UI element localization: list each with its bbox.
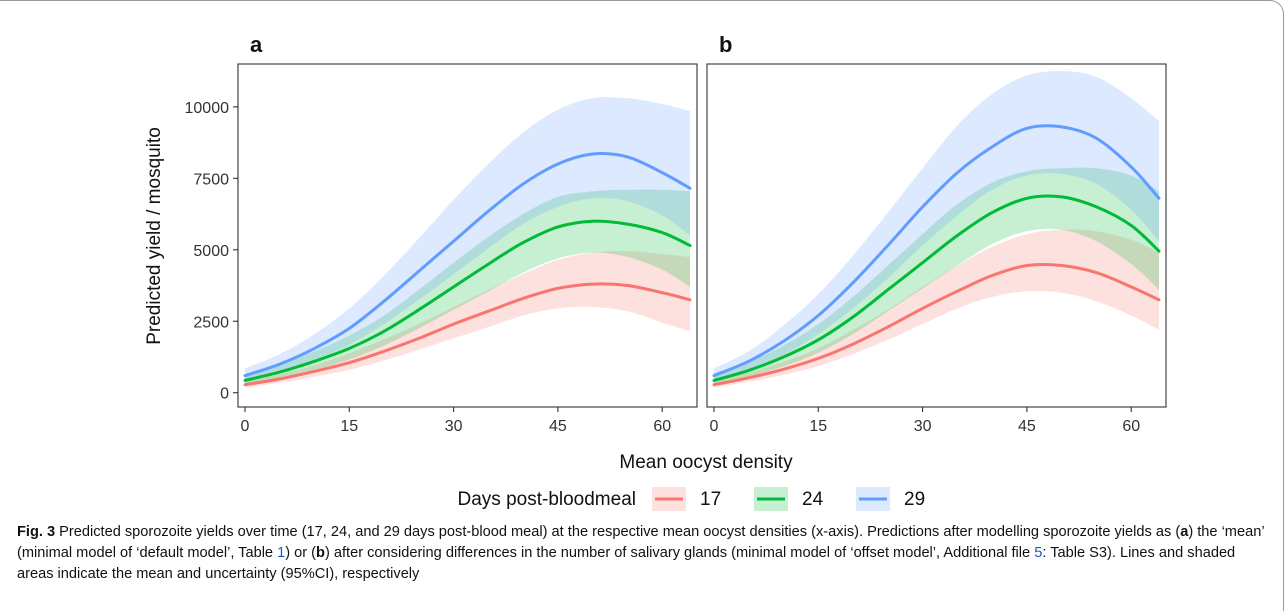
series-line-29 xyxy=(243,152,692,378)
caption-text-4: ) after considering differences in the n… xyxy=(324,545,1035,561)
series-line-24 xyxy=(243,219,692,382)
caption-fig-label: Fig. 3 xyxy=(17,524,56,540)
caption-file-link[interactable]: 5 xyxy=(1034,545,1043,561)
panel-label: a xyxy=(250,32,263,57)
y-tick-label: 7500 xyxy=(193,171,229,188)
ci-band-24 xyxy=(714,167,1159,385)
y-tick-label: 10000 xyxy=(185,100,230,117)
ci-band-29 xyxy=(245,97,690,381)
ci-band-24 xyxy=(245,189,690,385)
series-line-17 xyxy=(243,282,692,387)
x-tick-label: 45 xyxy=(549,418,567,435)
panel-border xyxy=(706,63,1167,408)
ci-band-29 xyxy=(714,71,1159,381)
x-tick-label: 30 xyxy=(914,418,932,435)
x-axis-label: Mean oocyst density xyxy=(619,452,793,473)
legend-title: Days post-bloodmeal xyxy=(458,489,636,510)
x-tick-label: 0 xyxy=(241,418,250,435)
x-tick-label: 0 xyxy=(710,418,719,435)
panel-b: b 0 15 30 45 60 xyxy=(706,32,1167,435)
series-line-17 xyxy=(712,262,1161,387)
y-tick-label: 5000 xyxy=(193,243,229,260)
x-tick-label: 60 xyxy=(1122,418,1140,435)
y-tick-label: 2500 xyxy=(193,314,229,331)
x-tick-label: 60 xyxy=(653,418,671,435)
figure-caption: Fig. 3 Predicted sporozoite yields over … xyxy=(17,522,1275,585)
legend-label-17: 17 xyxy=(700,489,721,510)
panel-label: b xyxy=(719,32,732,57)
y-axis-label: Predicted yield / mosquito xyxy=(144,127,165,345)
series-line-29 xyxy=(712,124,1161,378)
y-tick-label: 0 xyxy=(220,386,229,403)
ci-band-17 xyxy=(714,229,1159,388)
caption-bold-a: a xyxy=(1180,524,1189,540)
x-tick-label: 15 xyxy=(809,418,827,435)
caption-text-1: Predicted sporozoite yields over time (1… xyxy=(55,524,1181,540)
legend-label-29: 29 xyxy=(904,489,925,510)
x-tick-label: 45 xyxy=(1018,418,1036,435)
caption-text-2: ) the ‘mean’ (minimal model of ‘default … xyxy=(17,524,1265,561)
panel-a: a 0 15 30 45 60 0 2500 5000 7500 10000 xyxy=(185,32,698,435)
caption-text-5: : Table S3). Lines and shaded areas indi… xyxy=(17,545,1236,582)
legend: Days post-bloodmeal 17 24 29 xyxy=(458,487,925,511)
caption-table-link[interactable]: 1 xyxy=(277,545,286,561)
caption-text-3: ) or ( xyxy=(285,545,317,561)
legend-label-24: 24 xyxy=(802,489,824,510)
caption-bold-b: b xyxy=(316,545,325,561)
series-line-24 xyxy=(712,194,1161,382)
x-tick-label: 15 xyxy=(340,418,358,435)
x-tick-label: 30 xyxy=(445,418,463,435)
